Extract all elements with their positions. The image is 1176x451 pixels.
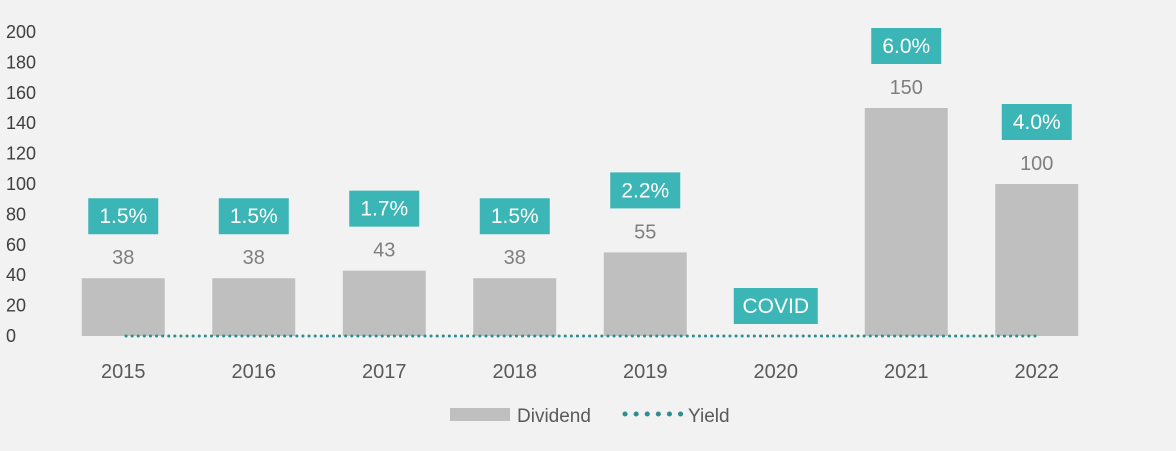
dividend-data-label: 38 xyxy=(112,247,134,269)
yield-label: 2.2% xyxy=(610,172,681,209)
dividend-bar xyxy=(212,278,296,336)
yield-label: COVID xyxy=(733,288,818,324)
dividend-bar xyxy=(81,278,165,336)
dividend-data-label: 55 xyxy=(634,221,656,243)
dividend-bar xyxy=(995,184,1079,336)
dividend-data-label: 150 xyxy=(890,77,923,99)
y-axis: 0 20 40 60 80 100 120 140 160 180 200 xyxy=(6,22,36,346)
dividend-bar xyxy=(864,108,948,336)
x-tick-label: 2019 xyxy=(623,361,668,383)
yield-label-text: 4.0% xyxy=(1013,111,1061,134)
bars xyxy=(81,108,1079,336)
legend-label: Yield xyxy=(688,406,730,427)
dividend-data-label: 43 xyxy=(373,240,395,262)
y-tick-label: 140 xyxy=(6,113,36,133)
yield-label: 1.5% xyxy=(88,198,159,235)
yield-label-text: 6.0% xyxy=(882,35,930,58)
legend-bar-swatch xyxy=(450,408,510,421)
yield-label-text: 1.5% xyxy=(230,205,278,228)
y-tick-label: 20 xyxy=(6,296,26,316)
yield-label-box xyxy=(218,198,289,235)
yield-label: 1.7% xyxy=(349,190,420,227)
dividend-bar xyxy=(603,252,687,336)
legend-label: Dividend xyxy=(517,406,591,427)
x-tick-label: 2020 xyxy=(754,361,799,383)
dividend-data-label: 38 xyxy=(243,247,265,269)
dividend-bar xyxy=(342,270,426,336)
y-tick-label: 200 xyxy=(6,22,36,42)
y-tick-label: 180 xyxy=(6,52,36,72)
yield-label-box xyxy=(349,190,420,227)
x-tick-label: 2016 xyxy=(232,361,277,383)
yield-labels: 1.5% 1.5% 1.7% 1.5% 2.2% COVID 6.0% 4.0% xyxy=(88,28,1072,324)
yield-label-box xyxy=(733,288,818,324)
legend-item-yield: Yield xyxy=(622,406,730,427)
yield-label-text: 1.5% xyxy=(491,205,539,228)
yield-label-text: 1.7% xyxy=(360,198,408,221)
x-tick-label: 2021 xyxy=(884,361,929,383)
dividend-data-label: 100 xyxy=(1020,153,1053,175)
x-axis: 2015 2016 2017 2018 2019 2020 2021 2022 xyxy=(101,361,1059,383)
y-tick-label: 80 xyxy=(6,204,26,224)
yield-label-box xyxy=(479,198,550,235)
yield-label-box xyxy=(1001,104,1072,140)
y-tick-label: 60 xyxy=(6,235,26,255)
x-tick-label: 2022 xyxy=(1015,361,1060,383)
yield-label-text: 2.2% xyxy=(621,179,669,202)
yield-label: 1.5% xyxy=(479,198,550,235)
y-tick-label: 120 xyxy=(6,144,36,164)
legend-item-dividend: Dividend xyxy=(450,406,591,427)
yield-label-box xyxy=(871,28,942,64)
yield-label: 1.5% xyxy=(218,198,289,235)
y-tick-label: 160 xyxy=(6,83,36,103)
y-tick-label: 40 xyxy=(6,265,26,285)
dividend-data-label: 38 xyxy=(504,247,526,269)
x-tick-label: 2015 xyxy=(101,361,146,383)
x-tick-label: 2017 xyxy=(362,361,407,383)
yield-label-text: COVID xyxy=(742,295,809,318)
y-tick-label: 100 xyxy=(6,174,36,194)
data-labels: 38 38 43 38 55 150 100 xyxy=(112,77,1053,269)
x-tick-label: 2018 xyxy=(493,361,538,383)
yield-label-box xyxy=(610,172,681,209)
yield-label-text: 1.5% xyxy=(99,205,147,228)
yield-label: 4.0% xyxy=(1001,104,1072,140)
y-tick-label: 0 xyxy=(6,326,16,346)
dividend-bar xyxy=(473,278,557,336)
yield-label: 6.0% xyxy=(871,28,942,64)
yield-label-box xyxy=(88,198,159,235)
legend: Dividend Yield xyxy=(450,406,730,427)
